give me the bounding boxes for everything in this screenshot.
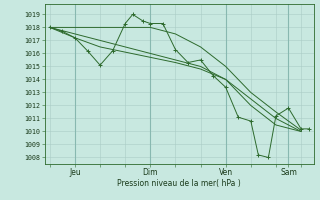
X-axis label: Pression niveau de la mer( hPa ): Pression niveau de la mer( hPa ) — [117, 179, 241, 188]
